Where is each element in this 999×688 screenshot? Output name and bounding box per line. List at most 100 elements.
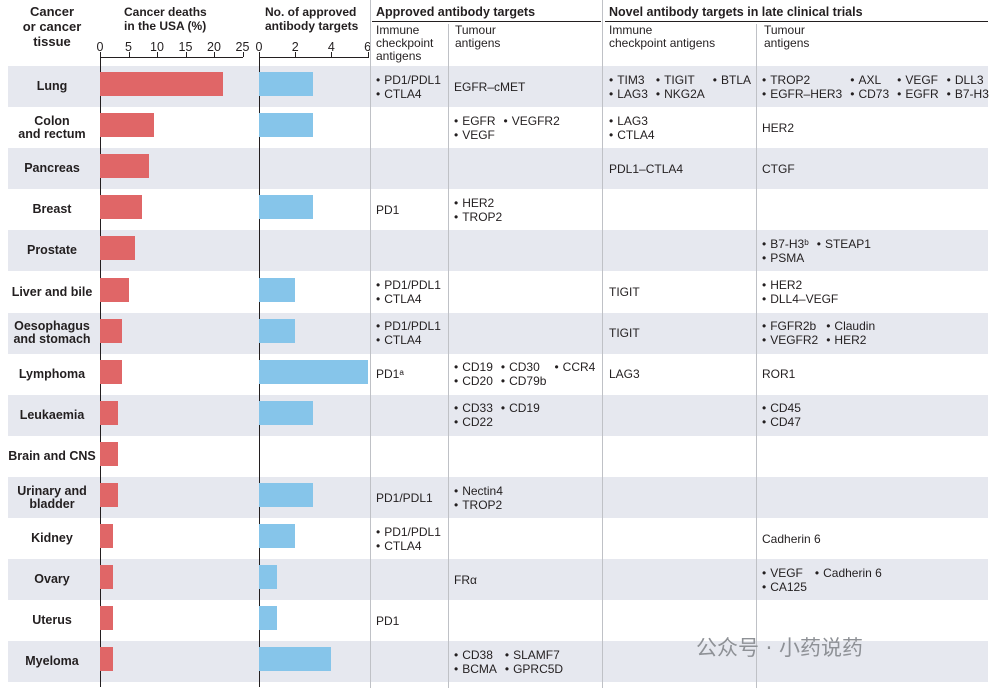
row-label: Myeloma — [25, 654, 79, 669]
cell-novel-immune: LAG3 — [609, 354, 754, 395]
antibody-target: HER2 — [826, 333, 875, 347]
antibody-target: NKG2A — [656, 87, 705, 101]
deaths-axis-tick-label: 10 — [150, 40, 164, 54]
antibody-target: PD1/PDL1 — [376, 319, 441, 333]
row-band — [8, 641, 988, 683]
row-label: Pancreas — [24, 161, 80, 176]
cell-novel-tumour: HER2DLL4–VEGF — [762, 272, 988, 313]
antibody-target: TIGIT — [609, 326, 640, 341]
antibody-target: CD45 — [762, 401, 801, 415]
deaths-axis-tick-label: 5 — [125, 40, 132, 54]
antibody-target: CD38 — [454, 648, 497, 662]
antibody-target: CTLA4 — [376, 333, 441, 347]
cell-approved-immune: PD1/PDL1CTLA4 — [376, 272, 448, 313]
deaths-axis-tick-label: 0 — [96, 40, 104, 54]
separator-novel-tumour — [756, 24, 757, 688]
antibody-target: EGFR–cMET — [454, 79, 526, 94]
row-label: Colon and rectum — [18, 113, 86, 141]
antibody-target: EGFR — [454, 114, 495, 128]
antibody-target: CTLA4 — [376, 292, 441, 306]
antibody-target: VEGFR2 — [504, 114, 560, 128]
antibody-target: PD1/PDL1 — [376, 73, 441, 87]
deaths-bar — [100, 359, 123, 384]
antibody-target: CCR4 — [554, 360, 596, 374]
row-label: Leukaemia — [19, 407, 85, 422]
antibody-target: LAG3 — [609, 367, 640, 382]
deaths-bar — [100, 524, 114, 549]
antibody-target: VEGF — [454, 128, 496, 142]
antibody-target: TROP2 — [454, 498, 503, 512]
antibody-target: PD1/PDL1 — [376, 278, 441, 292]
approved-count-bar — [259, 400, 314, 425]
antibody-target: HER2 — [762, 278, 838, 292]
antibody-target: CA125 — [762, 580, 807, 594]
cell-approved-immune: PD1 — [376, 600, 448, 641]
cell-novel-immune: TIGIT — [609, 313, 754, 354]
deaths-axis-tick — [185, 52, 187, 57]
antibody-target: PD1/PDL1 — [376, 490, 433, 505]
deaths-bar — [100, 483, 118, 507]
antibody-target: STEAP1 — [817, 237, 871, 251]
cell-novel-tumour: CD45CD47 — [762, 395, 988, 436]
approved-count-bar — [259, 647, 332, 672]
antibody-target: CD19 — [454, 360, 493, 374]
deaths-bar — [100, 154, 150, 179]
row-label: Breast — [32, 202, 72, 217]
header-approved-count: No. of approved antibody targets — [265, 5, 359, 33]
row-label: Lymphoma — [18, 366, 86, 381]
deaths-axis-tick-label: 20 — [207, 40, 221, 54]
deaths-bar — [100, 277, 130, 302]
row-label: Brain and CNS — [8, 448, 96, 463]
approved-count-bar — [259, 195, 314, 220]
antibody-target: SLAMF7 — [505, 648, 563, 662]
deaths-bar — [100, 647, 114, 672]
antibody-target: Cadherin 6 — [762, 531, 821, 546]
count-axis-tick — [295, 52, 297, 57]
header-immune-approved: Immune checkpoint antigens — [376, 23, 434, 63]
cell-approved-immune: PD1/PDL1CTLA4 — [376, 313, 448, 354]
cell-novel-immune: TIGIT — [609, 272, 754, 313]
row-band — [8, 312, 988, 354]
antibody-target: PDL1–CTLA4 — [609, 161, 684, 176]
deaths-bar — [100, 236, 136, 261]
cell-approved-tumour: CD19 CD30 CCR4 CD20 CD79b — [454, 354, 600, 395]
approved-count-bar — [259, 318, 296, 343]
row-label: Ovary — [34, 572, 70, 587]
antibody-target: VEGFR2 — [762, 333, 818, 347]
approved-count-bar — [259, 483, 314, 507]
cell-novel-tumour: CTGF — [762, 148, 988, 189]
antibody-target: BTLA — [713, 73, 751, 87]
approved-count-bar — [259, 277, 296, 302]
antibody-target: HER2 — [762, 120, 795, 135]
approved-count-bar — [259, 359, 368, 384]
antibody-target: CTLA4 — [609, 128, 654, 142]
row-label: Oesophagus and stomach — [13, 319, 91, 347]
deaths-axis-tick — [100, 52, 101, 57]
cell-approved-tumour: EGFR VEGFR2 VEGF — [454, 107, 600, 148]
cell-novel-tumour: TROP2 AXL VEGF DLL3 EGFR–HER3 CD73 EGFR B7-H3 — [762, 66, 989, 107]
row-band — [8, 394, 988, 436]
antibody-target: EGFR–HER3 — [762, 87, 842, 101]
approved-count-bar — [259, 606, 278, 631]
antibody-target: CD19 — [501, 401, 540, 415]
antibody-target: Nectin4 — [454, 484, 503, 498]
header-deaths: Cancer deaths in the USA (%) — [124, 5, 207, 33]
approved-count-bar — [259, 524, 296, 549]
row-label: Urinary and bladder — [17, 483, 87, 511]
count-axis-tick-label: 2 — [291, 40, 299, 54]
separator-novel — [602, 0, 603, 688]
antibody-target: B7-H3ᵇ — [762, 237, 809, 251]
antibody-target: TIGIT — [609, 285, 640, 299]
deaths-axis-tick-label: 15 — [178, 40, 193, 54]
cell-novel-tumour: ROR1 — [762, 354, 988, 395]
antibody-target: TIGIT — [656, 73, 705, 87]
antibody-target: TROP2 — [762, 73, 842, 87]
antibody-target: Cadherin 6 — [815, 566, 882, 580]
antibody-target: FGFR2b — [762, 319, 818, 333]
approved-count-bar — [259, 565, 278, 590]
header-novel-targets: Novel antibody targets in late clinical … — [609, 5, 863, 19]
deaths-axis-tick-label: 25 — [235, 40, 250, 54]
watermark: 公众号 · 小药说药 — [696, 636, 864, 660]
antibody-target: HER2 — [454, 196, 502, 210]
cell-novel-tumour: VEGF Cadherin 6 CA125 — [762, 559, 988, 600]
